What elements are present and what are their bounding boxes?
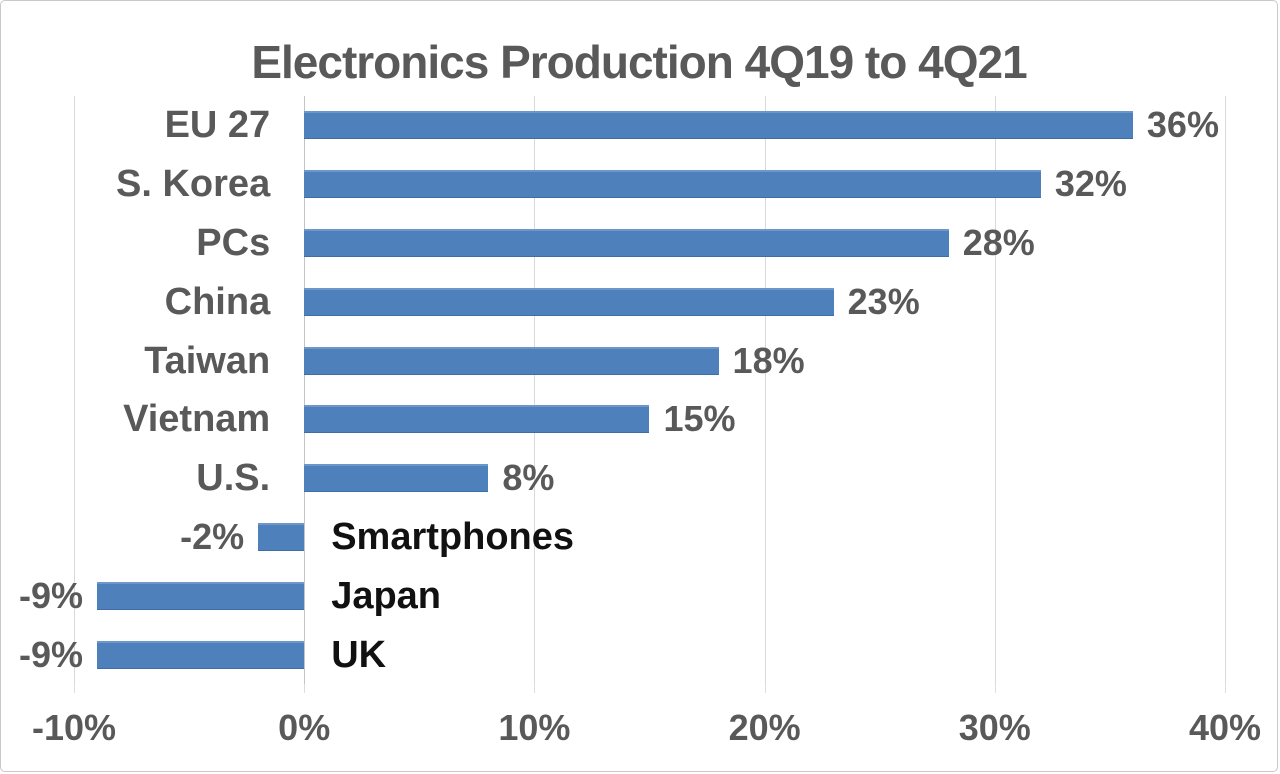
zero-axis-line (304, 96, 306, 684)
bar-vietnam (304, 405, 650, 434)
value-label-eu-27: 36% (1146, 104, 1219, 146)
value-label-japan: -9% (19, 574, 84, 616)
value-label-uk: -9% (19, 633, 84, 675)
x-tick-label-20: 20% (728, 707, 801, 748)
gridline (994, 96, 996, 684)
category-label-china: China (164, 280, 271, 323)
value-label-s-korea: 32% (1054, 163, 1127, 205)
category-label-u-s: U.S. (196, 457, 271, 500)
bar-pcs (304, 229, 949, 257)
bar-s-korea (304, 170, 1041, 199)
category-label-vietnam: Vietnam (123, 398, 271, 441)
axis-tick (534, 684, 536, 693)
gridline (1225, 96, 1226, 684)
bar-taiwan (304, 346, 719, 375)
bar-u-s (304, 464, 489, 493)
value-label-taiwan: 18% (732, 339, 805, 381)
axis-tick (304, 684, 306, 693)
value-label-smartphones: -2% (180, 516, 245, 557)
bar-china (304, 287, 834, 316)
gridline (764, 96, 766, 684)
value-label-u-s: 8% (502, 457, 555, 499)
axis-tick (764, 684, 766, 693)
category-label-japan: Japan (331, 574, 442, 617)
value-label-vietnam: 15% (663, 398, 736, 440)
bar-japan (97, 581, 305, 610)
x-tick-label-40: 40% (1188, 707, 1262, 748)
category-label-taiwan: Taiwan (144, 339, 271, 382)
x-tick-label-0: 0% (278, 707, 331, 748)
category-label-smartphones: Smartphones (331, 516, 575, 558)
value-label-pcs: 28% (962, 222, 1035, 263)
x-tick-label-30: 30% (958, 707, 1031, 748)
category-label-pcs: PCs (196, 222, 271, 264)
category-label-eu-27: EU 27 (164, 104, 271, 147)
value-label-china: 23% (847, 280, 920, 322)
category-label-s-korea: S. Korea (116, 163, 271, 206)
bar-smartphones (258, 523, 305, 551)
axis-tick (994, 684, 996, 693)
x-tick-label-10: 10% (498, 707, 571, 748)
axis-tick (1225, 684, 1226, 693)
category-label-uk: UK (331, 633, 387, 676)
gridline (74, 96, 75, 684)
bar-eu-27 (304, 111, 1133, 140)
plot-area: EU 27 36% S. Korea 32% PCs 28% China 23% Taiwan 1… (19, 96, 1226, 693)
x-tick-label-10: -10% (31, 707, 117, 748)
bar-uk (97, 640, 305, 669)
gridline (534, 96, 536, 684)
axis-tick (74, 684, 75, 693)
chart-title: Electronics Production 4Q19 to 4Q21 (251, 36, 1027, 88)
